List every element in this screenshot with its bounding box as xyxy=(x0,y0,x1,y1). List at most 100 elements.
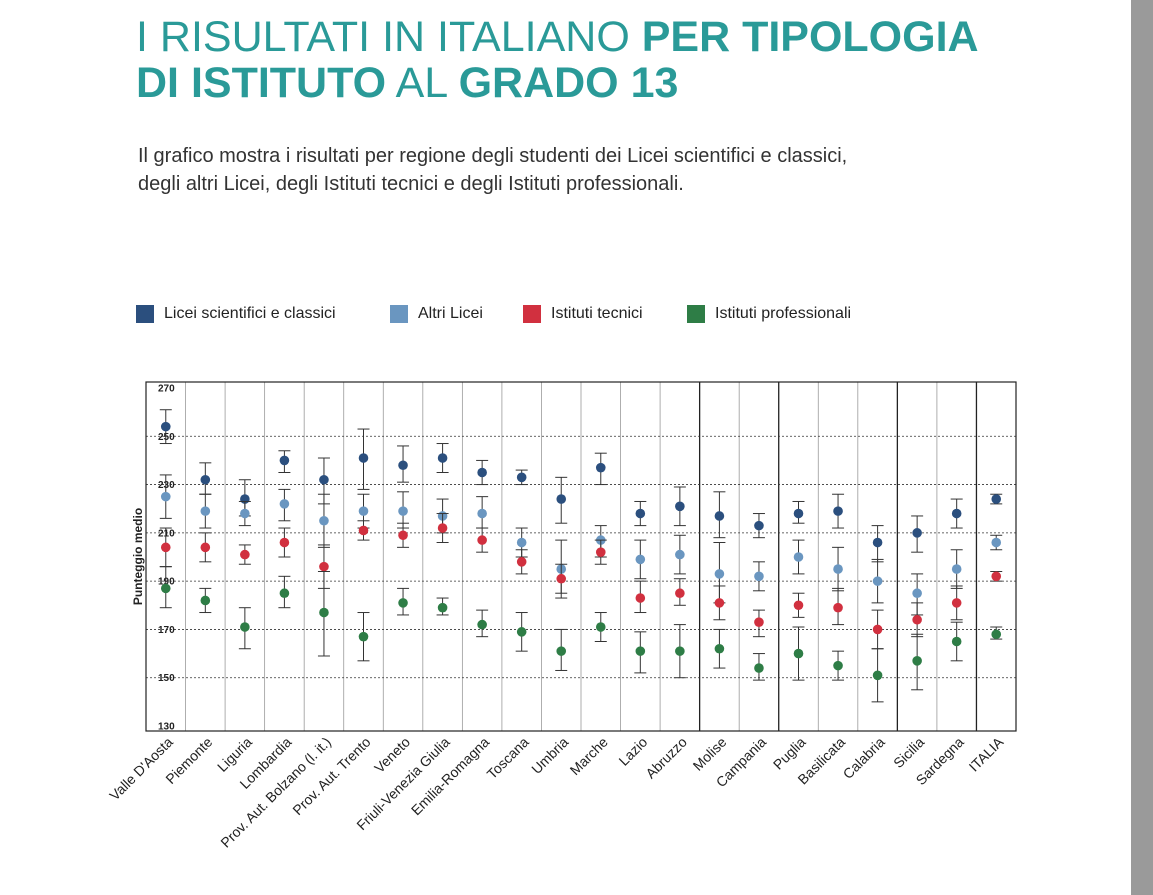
title-part-4: AL xyxy=(386,59,459,107)
data-point xyxy=(398,598,408,608)
y-tick-label: 190 xyxy=(158,577,175,588)
title-part-1: I RISULTATI IN ITALIANO xyxy=(136,13,642,61)
data-point xyxy=(279,588,290,599)
data-point xyxy=(991,494,1002,504)
data-point xyxy=(714,643,725,654)
data-point xyxy=(160,542,171,553)
title-part-5: GRADO 13 xyxy=(458,59,679,107)
data-point xyxy=(398,460,408,471)
data-point xyxy=(635,508,646,519)
data-point xyxy=(319,515,329,526)
data-point xyxy=(240,508,250,519)
data-point xyxy=(319,474,329,485)
data-point xyxy=(754,520,764,531)
data-point xyxy=(477,535,487,545)
data-point xyxy=(793,508,804,519)
data-point xyxy=(279,499,290,509)
chart-description: Il grafico mostra i risultati per region… xyxy=(138,142,998,198)
x-category-label: Lazio xyxy=(615,734,650,769)
data-point xyxy=(160,491,171,502)
data-point xyxy=(635,593,646,603)
data-point xyxy=(793,600,804,611)
data-point xyxy=(516,472,527,483)
legend-item-licei-sc: Licei scientifici e classici xyxy=(136,305,336,323)
data-point xyxy=(200,474,211,485)
data-point xyxy=(595,462,606,473)
y-axis-label: Punteggio medio xyxy=(131,508,145,605)
data-point xyxy=(833,564,843,574)
plot-frame xyxy=(145,381,1017,732)
data-point xyxy=(754,617,764,627)
data-point xyxy=(833,602,843,613)
page-title: I RISULTATI IN ITALIANO PER TIPOLOGIA DI… xyxy=(136,14,979,106)
legend-swatch xyxy=(523,305,541,323)
data-point xyxy=(872,576,883,586)
legend-item-professionali: Istituti professionali xyxy=(687,305,851,323)
x-category-label: ITALIA xyxy=(966,733,1007,774)
data-point xyxy=(516,537,527,548)
y-tick-label: 230 xyxy=(158,480,175,491)
legend-swatch xyxy=(390,305,408,323)
data-point xyxy=(437,523,448,533)
data-point xyxy=(240,549,250,560)
data-point xyxy=(872,537,883,548)
data-point xyxy=(991,571,1002,582)
data-point xyxy=(912,528,922,538)
data-point xyxy=(477,508,487,519)
x-category-label: Sicilia xyxy=(890,734,927,771)
legend-swatch xyxy=(136,305,154,323)
data-point xyxy=(477,467,487,478)
data-point xyxy=(675,549,685,560)
data-point xyxy=(635,554,646,565)
data-point xyxy=(160,421,171,432)
legend-label: Istituti tecnici xyxy=(551,305,643,322)
data-point xyxy=(556,494,567,504)
data-point xyxy=(912,656,922,666)
data-point xyxy=(675,588,685,599)
data-point xyxy=(358,631,369,642)
data-point xyxy=(477,619,487,630)
data-point xyxy=(516,557,527,567)
data-point xyxy=(160,583,171,594)
x-category-label: Marche xyxy=(567,734,611,778)
x-category-label: Toscana xyxy=(484,734,532,782)
y-tick-label: 210 xyxy=(158,528,175,539)
data-point xyxy=(398,530,408,541)
data-point xyxy=(951,636,962,647)
data-point xyxy=(240,622,250,632)
legend-label: Altri Licei xyxy=(418,305,483,322)
data-point xyxy=(516,627,527,637)
x-category-label: Calabria xyxy=(840,734,888,782)
data-point xyxy=(833,506,843,516)
y-tick-label: 270 xyxy=(158,384,175,395)
title-part-3: DI ISTITUTO xyxy=(136,59,387,107)
data-point xyxy=(675,501,685,512)
data-point xyxy=(872,670,883,681)
data-point xyxy=(714,598,725,608)
data-point xyxy=(556,646,567,656)
title-part-2: PER TIPOLOGIA xyxy=(641,13,979,61)
data-point xyxy=(595,547,606,557)
data-point xyxy=(714,511,725,521)
data-point xyxy=(200,542,211,553)
legend-label: Istituti professionali xyxy=(715,305,852,322)
data-point xyxy=(912,588,922,599)
description-line-2: degli altri Licei, degli Istituti tecnic… xyxy=(138,173,684,195)
data-point xyxy=(358,525,369,536)
data-point xyxy=(833,660,843,671)
legend-label: Licei scientifici e classici xyxy=(164,305,336,322)
x-category-label: Abruzzo xyxy=(642,734,690,782)
data-point xyxy=(951,508,962,519)
description-line-1: Il grafico mostra i risultati per region… xyxy=(138,145,848,167)
y-tick-label: 250 xyxy=(158,432,175,443)
data-point xyxy=(200,595,211,606)
legend-item-tecnici: Istituti tecnici xyxy=(523,305,643,323)
data-point xyxy=(358,506,369,516)
data-point xyxy=(991,629,1002,640)
data-point xyxy=(991,537,1002,548)
data-point xyxy=(279,455,290,466)
data-point xyxy=(358,453,369,463)
data-point xyxy=(793,552,804,562)
data-point xyxy=(279,537,290,548)
page-edge-bar xyxy=(1131,0,1153,895)
